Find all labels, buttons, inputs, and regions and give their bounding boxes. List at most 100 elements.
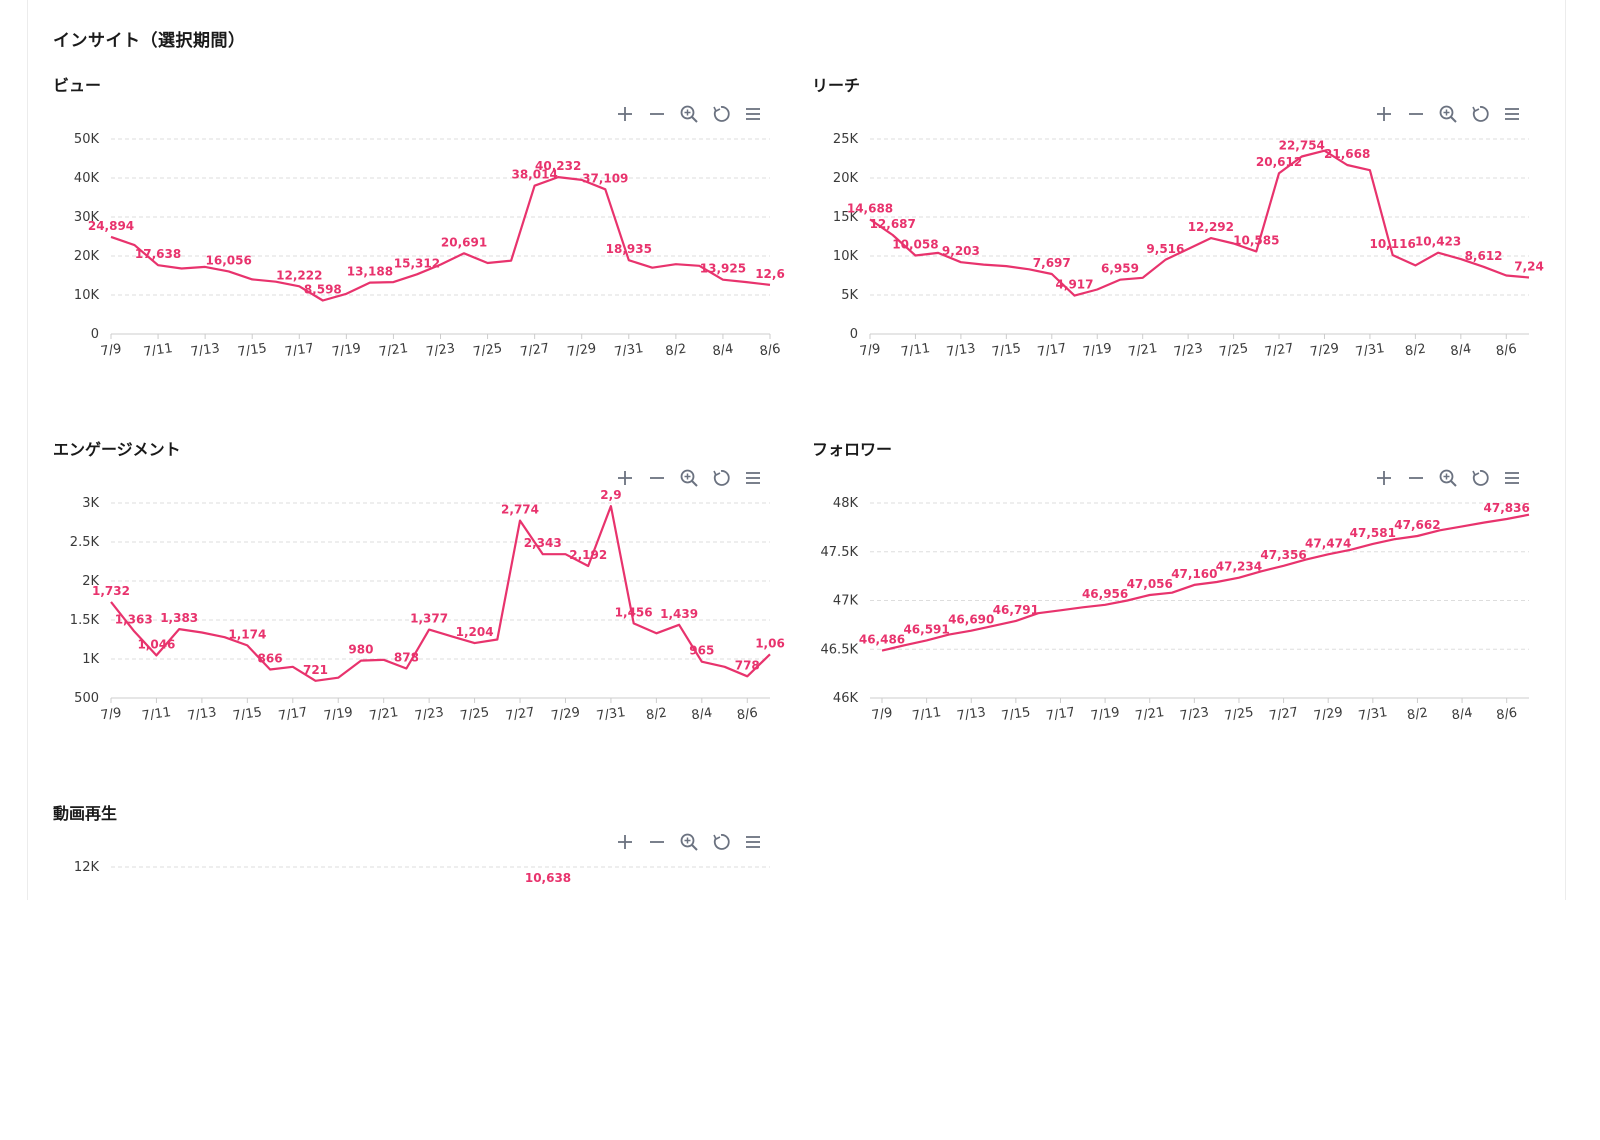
y-tick-label: 3K	[82, 496, 99, 511]
x-tick-label: 7/23	[414, 705, 445, 724]
y-tick-label: 2K	[82, 574, 99, 589]
video-menu-button[interactable]	[741, 830, 765, 854]
selection-zoom-icon	[1439, 469, 1457, 487]
data-label: 10,423	[1415, 235, 1461, 249]
data-label: 47,234	[1216, 560, 1262, 574]
video-zoom-out-button[interactable]	[645, 830, 669, 854]
chart-toolbar-views	[613, 102, 765, 126]
chart-title-video: 動画再生	[53, 804, 118, 823]
data-label: 14,688	[847, 201, 893, 215]
x-tick-label: 7/21	[378, 341, 409, 360]
reach-selection-zoom-button[interactable]	[1436, 102, 1460, 126]
data-label: 21,668	[1324, 147, 1370, 161]
reset-icon	[713, 834, 730, 850]
data-label: 46,690	[948, 613, 994, 627]
views-zoom-out-button[interactable]	[645, 102, 669, 126]
selection-zoom-icon	[1439, 105, 1457, 123]
engagement-zoom-in-button[interactable]	[613, 466, 637, 490]
followers-zoom-out-button[interactable]	[1404, 466, 1428, 490]
data-label: 47,581	[1350, 526, 1396, 540]
data-label: 47,836	[1484, 501, 1530, 515]
zoom-out-icon	[1409, 477, 1423, 479]
engagement-reset-button[interactable]	[709, 466, 733, 490]
video-selection-zoom-button[interactable]	[677, 830, 701, 854]
y-tick-label: 2.5K	[70, 535, 100, 550]
series-line-engagement[interactable]	[110, 505, 771, 682]
series-line-reach[interactable]	[869, 149, 1530, 297]
x-tick-label: 7/17	[284, 341, 315, 360]
data-label: 24,894	[88, 219, 134, 233]
x-tick-label: 7/19	[1090, 705, 1121, 724]
views-menu-button[interactable]	[741, 102, 765, 126]
menu-icon	[746, 472, 760, 484]
reach-zoom-out-button[interactable]	[1404, 102, 1428, 126]
data-label: 47,356	[1260, 548, 1306, 562]
series-line-followers[interactable]	[881, 513, 1530, 652]
data-label: 778	[735, 658, 760, 672]
x-tick-label: 7/9	[871, 706, 894, 724]
engagement-selection-zoom-button[interactable]	[677, 466, 701, 490]
data-label: 46,486	[859, 633, 905, 647]
data-label: 1,204	[456, 625, 494, 639]
x-tick-label: 7/25	[1224, 705, 1255, 724]
followers-selection-zoom-button[interactable]	[1436, 466, 1460, 490]
data-label: 20,691	[441, 235, 487, 249]
data-label: 1,363	[115, 613, 153, 627]
data-label: 4,917	[1056, 278, 1094, 292]
x-tick-label: 7/15	[237, 341, 268, 360]
y-tick-label: 15K	[833, 210, 859, 225]
x-tick-label: 7/31	[1354, 341, 1385, 360]
chart-panel-engagement: エンゲージメント 500 1K 1.5K 2K 2.5K 3K 7/9 7/11 7/13 7/15…	[53, 436, 793, 756]
data-label: 22,754	[1279, 139, 1325, 153]
engagement-menu-button[interactable]	[741, 466, 765, 490]
data-label: 16,056	[206, 253, 252, 267]
followers-reset-button[interactable]	[1468, 466, 1492, 490]
data-label: 47,662	[1394, 518, 1440, 532]
views-selection-zoom-button[interactable]	[677, 102, 701, 126]
menu-icon	[746, 836, 760, 848]
chart-title-followers: フォロワー	[812, 440, 893, 459]
chart-toolbar-video	[613, 830, 765, 854]
x-tick-label: 8/6	[736, 706, 759, 724]
video-zoom-in-button[interactable]	[613, 830, 637, 854]
chart-panel-video: 動画再生 12K 10,638	[53, 800, 793, 1120]
x-tick-label: 7/17	[1045, 705, 1076, 724]
views-zoom-in-button[interactable]	[613, 102, 637, 126]
x-tick-label: 7/23	[425, 341, 456, 360]
x-tick-label: 8/6	[759, 342, 782, 360]
y-tick-label: 0	[850, 327, 858, 342]
x-tick-label: 7/27	[519, 341, 550, 360]
y-tick-label: 1K	[82, 652, 99, 667]
series-line-views[interactable]	[110, 175, 771, 302]
data-label: 1,732	[92, 584, 130, 598]
reach-reset-button[interactable]	[1468, 102, 1492, 126]
x-tick-label: 7/23	[1173, 341, 1204, 360]
y-tick-label: 1.5K	[70, 613, 100, 628]
engagement-zoom-out-button[interactable]	[645, 466, 669, 490]
x-tick-label: 7/19	[331, 341, 362, 360]
data-label: 1,046	[137, 637, 175, 651]
data-label: 1,06	[755, 636, 785, 650]
data-label: 10,058	[892, 238, 938, 252]
data-label: 20,612	[1256, 155, 1302, 169]
data-label: 1,439	[660, 607, 698, 621]
x-tick-label: 7/27	[1268, 705, 1299, 724]
chart-video: 12K 10,638	[74, 860, 770, 885]
reach-zoom-in-button[interactable]	[1372, 102, 1396, 126]
followers-zoom-in-button[interactable]	[1372, 466, 1396, 490]
reach-menu-button[interactable]	[1500, 102, 1524, 126]
x-tick-label: 7/13	[945, 341, 976, 360]
y-tick-label: 50K	[74, 132, 100, 147]
data-label: 1,383	[160, 611, 198, 625]
followers-menu-button[interactable]	[1500, 466, 1524, 490]
zoom-out-icon	[650, 113, 664, 115]
x-tick-label: 7/29	[1309, 341, 1340, 360]
x-tick-label: 8/2	[645, 706, 668, 724]
x-tick-label: 7/25	[1218, 341, 1249, 360]
chart-title-reach: リーチ	[812, 76, 861, 95]
views-reset-button[interactable]	[709, 102, 733, 126]
x-tick-label: 7/21	[368, 705, 399, 724]
zoom-out-icon	[650, 477, 664, 479]
zoom-in-icon	[618, 107, 632, 121]
video-reset-button[interactable]	[709, 830, 733, 854]
